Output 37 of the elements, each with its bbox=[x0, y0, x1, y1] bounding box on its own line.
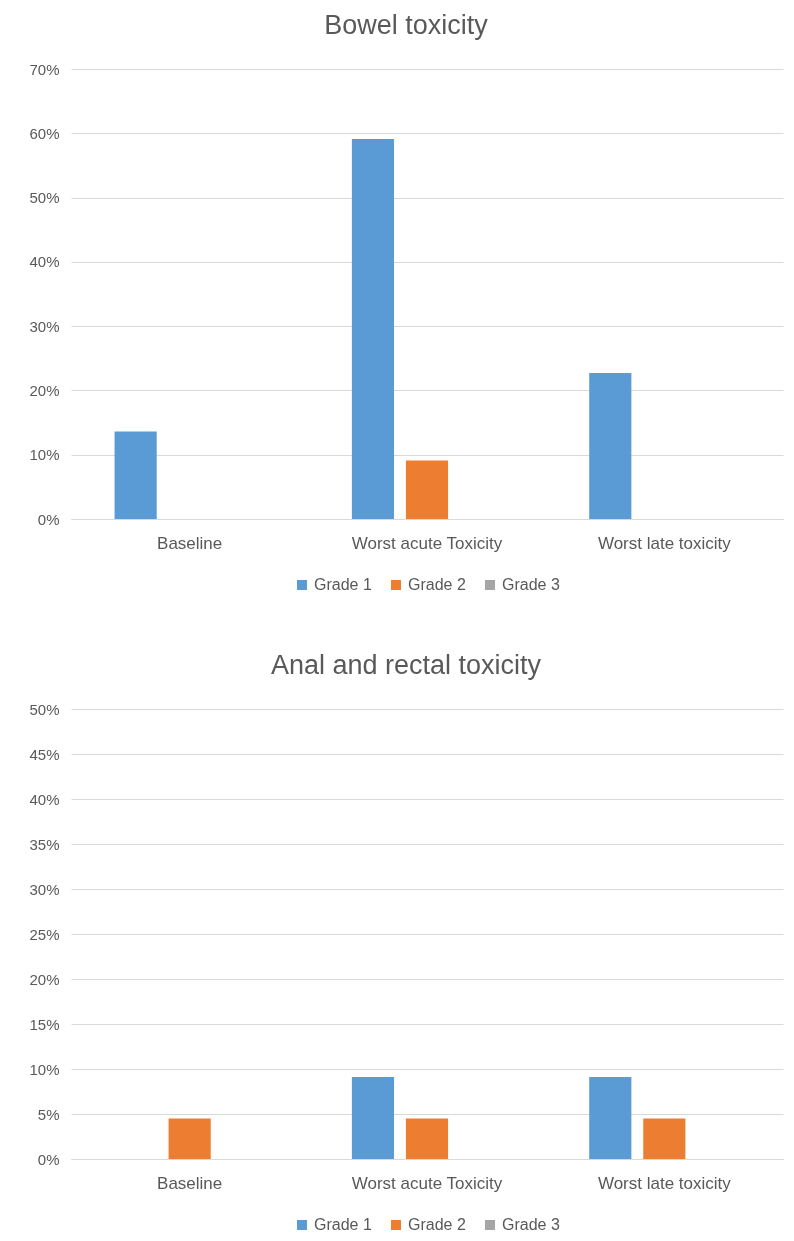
bar bbox=[405, 460, 449, 519]
y-tick-label: 30% bbox=[29, 317, 60, 335]
x-tick-label: Baseline bbox=[157, 533, 223, 553]
bar bbox=[114, 431, 157, 519]
y-tick-label: 10% bbox=[29, 446, 60, 464]
y-tick-label: 20% bbox=[29, 381, 60, 399]
x-tick-label: Worst acute Toxicity bbox=[351, 533, 503, 553]
y-tick-label: 30% bbox=[29, 880, 60, 898]
bar bbox=[589, 373, 632, 519]
y-tick-label: 25% bbox=[29, 925, 60, 943]
y-tick-label: 45% bbox=[29, 745, 60, 763]
legend-label: Grade 3 bbox=[502, 1216, 560, 1233]
legend-label: Grade 1 bbox=[314, 576, 372, 593]
bar bbox=[351, 139, 395, 519]
x-tick-label: Baseline bbox=[157, 1173, 223, 1193]
y-tick-label: 35% bbox=[29, 835, 60, 853]
x-tick-label: Worst late toxicity bbox=[597, 533, 732, 553]
chart-title: Bowel toxicity bbox=[324, 10, 489, 40]
y-tick-label: 40% bbox=[29, 790, 60, 808]
legend-label: Grade 2 bbox=[408, 576, 466, 593]
y-tick-label: 70% bbox=[29, 60, 60, 78]
x-tick-label: Worst acute Toxicity bbox=[351, 1173, 503, 1193]
y-tick-label: 60% bbox=[29, 124, 60, 142]
y-tick-label: 15% bbox=[29, 1015, 60, 1033]
y-tick-label: 50% bbox=[29, 189, 60, 207]
y-tick-label: 0% bbox=[37, 510, 60, 528]
y-tick-label: 10% bbox=[29, 1060, 60, 1078]
legend-label: Grade 1 bbox=[314, 1216, 372, 1233]
chart-title: Anal and rectal toxicity bbox=[270, 650, 542, 680]
legend-label: Grade 2 bbox=[408, 1216, 466, 1233]
y-tick-label: 40% bbox=[29, 253, 60, 271]
y-tick-label: 50% bbox=[29, 700, 60, 718]
y-tick-label: 0% bbox=[37, 1150, 60, 1168]
x-tick-label: Worst late toxicity bbox=[597, 1173, 732, 1193]
y-tick-label: 5% bbox=[37, 1105, 60, 1123]
y-tick-label: 20% bbox=[29, 970, 60, 988]
legend-label: Grade 3 bbox=[502, 576, 560, 593]
